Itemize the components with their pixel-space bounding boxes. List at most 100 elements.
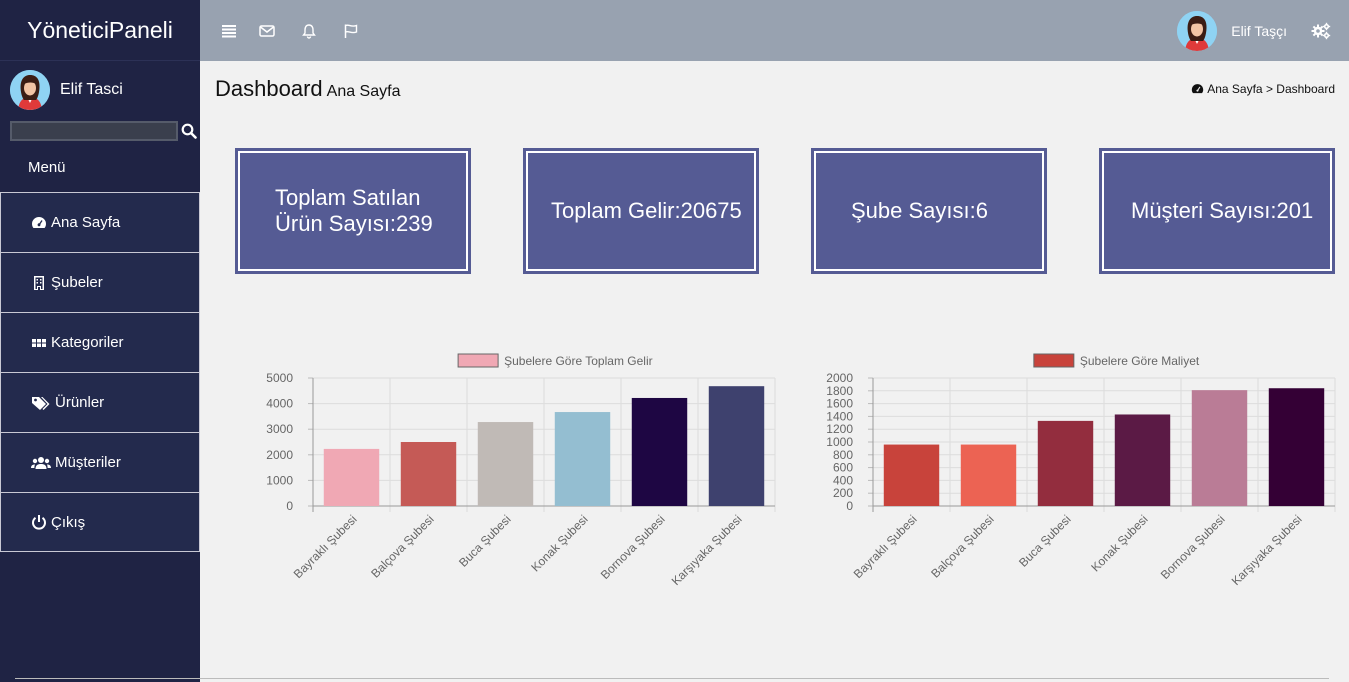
stat-line: Toplam Satılan (275, 185, 421, 210)
sidebar-item-musteriler[interactable]: Müşteriler (0, 432, 200, 492)
x-tick-label: Bayraklı Şubesi (291, 512, 360, 581)
x-tick-label: Bornova Şubesi (1158, 512, 1228, 582)
building-icon (31, 275, 47, 291)
power-icon (31, 514, 47, 530)
y-tick-label: 400 (833, 473, 853, 487)
x-tick-label: Balçova Şubesi (368, 512, 436, 580)
bell-icon[interactable] (300, 22, 318, 40)
y-tick-label: 0 (846, 499, 853, 513)
page-header: Dashboard Ana Sayfa (215, 76, 400, 102)
flag-icon[interactable] (342, 22, 360, 40)
sidebar-nav: Ana Sayfa Şubeler Kategoriler Ürünler Mü… (0, 192, 200, 552)
chart-bar[interactable] (631, 397, 688, 506)
sidebar-item-label: Ana Sayfa (51, 214, 121, 231)
y-tick-label: 1000 (266, 473, 293, 487)
y-tick-label: 1400 (826, 409, 853, 423)
sidebar-item-cikis[interactable]: Çıkış (0, 492, 200, 552)
menu-icon[interactable] (220, 22, 238, 40)
y-tick-label: 1800 (826, 384, 853, 398)
chart-bar[interactable] (960, 444, 1017, 506)
chart-bar[interactable] (477, 422, 534, 506)
sidebar-item-label: Çıkış (51, 513, 86, 531)
chart-bar[interactable] (883, 444, 940, 506)
dashboard-icon (1192, 84, 1204, 94)
y-tick-label: 1600 (826, 397, 853, 411)
cost-chart-svg: Şubelere Göre Maliyet 0200400600800100012… (826, 353, 1336, 588)
stat-branch-count: Şube Sayısı:6 (811, 148, 1047, 274)
sidebar-item-label: Kategoriler (51, 334, 124, 351)
divider (15, 678, 1329, 679)
breadcrumb-text: Ana Sayfa > Dashboard (1207, 82, 1335, 96)
breadcrumb[interactable]: Ana Sayfa > Dashboard (1191, 82, 1335, 96)
avatar[interactable] (1177, 10, 1218, 51)
x-tick-label: Balçova Şubesi (928, 512, 996, 580)
stat-line: Şube Sayısı:6 (851, 198, 988, 223)
sidebar-item-ana-sayfa[interactable]: Ana Sayfa (0, 192, 200, 252)
y-tick-label: 1200 (826, 422, 853, 436)
legend-label: Şubelere Göre Toplam Gelir (504, 354, 653, 368)
main-content: Dashboard Ana Sayfa Ana Sayfa > Dashboar… (200, 61, 1349, 682)
sidebar: YöneticiPaneli Elif Tasci Menü Ana Sayfa (0, 0, 200, 682)
topbar-user-area: Elif Taşçı (1177, 10, 1349, 51)
stat-line: Ürün Sayısı:239 (275, 211, 433, 236)
dashboard-icon (31, 215, 47, 231)
x-tick-label: Bornova Şubesi (598, 512, 668, 582)
page-subtitle: Ana Sayfa (326, 83, 401, 100)
y-tick-label: 600 (833, 461, 853, 475)
stat-total-revenue: Toplam Gelir:20675 (523, 148, 759, 274)
chart-bar[interactable] (1268, 388, 1325, 506)
sidebar-item-subeler[interactable]: Şubeler (0, 252, 200, 312)
y-tick-label: 0 (286, 499, 293, 513)
sidebar-item-label: Şubeler (51, 274, 103, 291)
chart-bar[interactable] (400, 442, 457, 506)
chart-bar[interactable] (1037, 420, 1094, 506)
search-input[interactable] (10, 121, 178, 141)
menu-title: Menü (28, 159, 66, 176)
search-icon[interactable] (181, 123, 197, 139)
gears-icon[interactable] (1311, 22, 1331, 40)
x-tick-label: Bayraklı Şubesi (851, 512, 920, 581)
chart-legend[interactable]: Şubelere Göre Maliyet (1033, 353, 1200, 368)
chart-bar[interactable] (1191, 390, 1248, 506)
chart-bar[interactable] (708, 386, 765, 506)
sidebar-item-urunler[interactable]: Ürünler (0, 372, 200, 432)
chart-bar[interactable] (554, 412, 611, 506)
revenue-chart-svg: Şubelere Göre Toplam Gelir 0 1000 2000 3000 4… (266, 353, 776, 588)
sidebar-user: Elif Tasci (0, 61, 200, 119)
x-tick-label: Konak Şubesi (1088, 512, 1150, 574)
page-title: Dashboard (215, 76, 323, 101)
topbar-user-name[interactable]: Elif Taşçı (1231, 22, 1287, 39)
x-tick-label: Konak Şubesi (528, 512, 590, 574)
legend-swatch (457, 353, 499, 368)
x-tick-label: Karşıyaka Şubesi (669, 512, 745, 588)
cost-chart: Şubelere Göre Maliyet 0 200 400 600 800 1000 12… (820, 346, 1340, 646)
x-tick-label: Karşıyaka Şubesi (1229, 512, 1305, 588)
y-tick-label: 4000 (266, 397, 293, 411)
y-tick-label: 3000 (266, 422, 293, 436)
topbar: Elif Taşçı (200, 0, 1349, 61)
revenue-chart: Şubelere Göre Toplam Gelir 0 1000 2000 3000 4… (260, 346, 780, 646)
y-tick-label: 1000 (826, 435, 853, 449)
sidebar-user-name: Elif Tasci (60, 81, 123, 98)
y-tick-label: 2000 (266, 448, 293, 462)
users-icon (31, 455, 51, 471)
stat-total-products: Toplam Satılan Ürün Sayısı:239 (235, 148, 471, 274)
stat-customer-count: Müşteri Sayısı:201 (1099, 148, 1335, 274)
chart-bar[interactable] (1114, 414, 1171, 506)
mail-icon[interactable] (258, 22, 276, 40)
sidebar-item-kategoriler[interactable]: Kategoriler (0, 312, 200, 372)
chart-bar[interactable] (323, 448, 380, 506)
sidebar-item-label: Ürünler (55, 394, 105, 411)
x-tick-label: Buca Şubesi (1016, 512, 1074, 570)
brand-logo[interactable]: YöneticiPaneli (0, 0, 200, 61)
chart-legend[interactable]: Şubelere Göre Toplam Gelir (457, 353, 653, 368)
y-tick-label: 800 (833, 448, 853, 462)
grid-icon (31, 335, 47, 351)
legend-swatch (1033, 353, 1075, 368)
y-tick-label: 5000 (266, 371, 293, 385)
sidebar-item-label: Müşteriler (55, 454, 121, 471)
sidebar-search (0, 119, 200, 143)
legend-label: Şubelere Göre Maliyet (1080, 354, 1200, 368)
x-tick-label: Buca Şubesi (456, 512, 514, 570)
tags-icon (31, 395, 51, 411)
